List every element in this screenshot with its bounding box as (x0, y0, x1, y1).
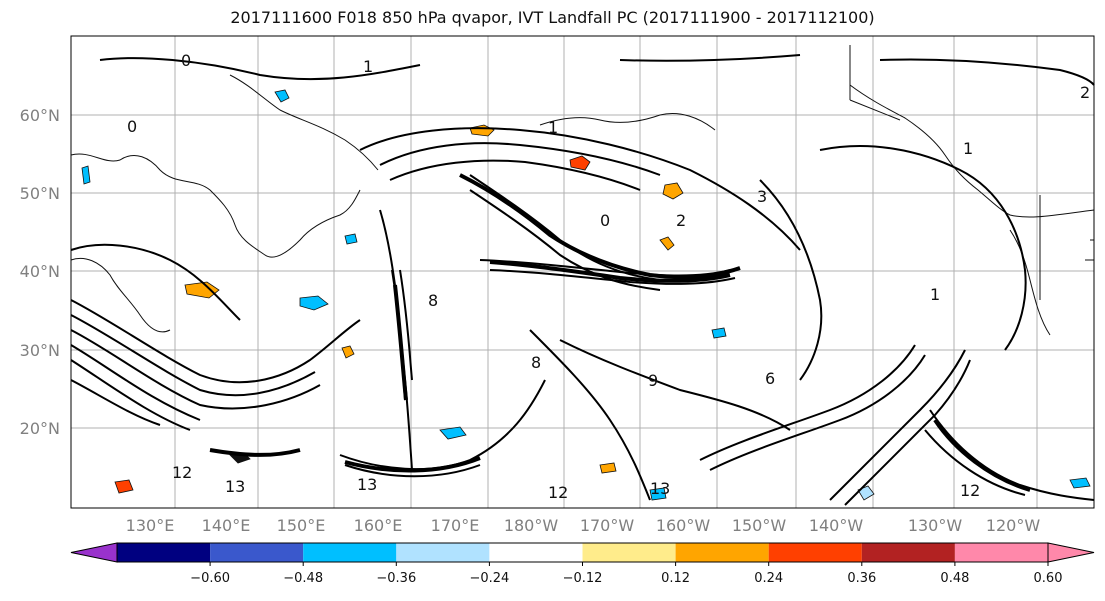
colorbar: −0.60 −0.48 −0.36 −0.24 −0.12 0.12 0.24 0.36 0.4… (70, 542, 1095, 586)
lat-tick-label: 50°N (20, 184, 60, 203)
contour-label: 3 (757, 187, 767, 206)
contour-label: 6 (765, 369, 775, 388)
lon-tick-label: 170°W (580, 516, 635, 535)
lon-tick-label: 180°W (504, 516, 559, 535)
colorbar-extend-high (1047, 542, 1095, 563)
contour-label: 12 (548, 483, 568, 502)
longitude-labels: 130°E 140°E 150°E 160°E 170°E 180°W 170°W 160°W… (126, 516, 1041, 535)
colorbar-segment (303, 543, 397, 562)
contour-label: 2 (676, 211, 686, 230)
contour-label: 0 (181, 51, 191, 70)
coastlines (70, 45, 1095, 336)
colorbar-tick-label: −0.24 (469, 571, 509, 586)
colorbar-tick-label: −0.36 (376, 571, 416, 586)
colorbar-segment (396, 543, 490, 562)
colorbar-tick-label: 0.36 (847, 571, 876, 586)
colorbar-segment (117, 543, 211, 562)
colorbar-segment (954, 543, 1048, 562)
lon-tick-label: 120°W (986, 516, 1041, 535)
contour-label: 9 (648, 371, 658, 390)
lat-tick-label: 30°N (20, 341, 60, 360)
colorbar-tick-label: 0.60 (1034, 571, 1063, 586)
colorbar-tick-label: 0.12 (661, 571, 690, 586)
gridlines (71, 36, 1094, 508)
contour-label: 8 (428, 291, 438, 310)
ivt-contours-bold (209, 173, 1031, 492)
contour-label: 1 (363, 57, 373, 76)
colorbar-segment (489, 543, 583, 562)
lon-tick-label: 130°W (908, 516, 963, 535)
lat-tick-label: 60°N (20, 106, 60, 125)
contour-label: 12 (960, 481, 980, 500)
contour-label: 2 (1080, 83, 1090, 102)
contour-label: 1 (963, 139, 973, 158)
colorbar-tick-label: 0.24 (754, 571, 783, 586)
contour-label: 12 (172, 463, 192, 482)
contour-label: 0 (600, 211, 610, 230)
lon-tick-label: 160°W (656, 516, 711, 535)
colorbar-segment (861, 543, 955, 562)
colorbar-tick-label: −0.60 (190, 571, 230, 586)
lon-tick-label: 160°E (354, 516, 403, 535)
contour-label: 13 (357, 475, 377, 494)
contour-label: 8 (531, 353, 541, 372)
lon-tick-label: 140°E (202, 516, 251, 535)
colorbar-segment (210, 543, 304, 562)
colorbar-tick-label: 0.48 (940, 571, 969, 586)
map-title: 2017111600 F018 850 hPa qvapor, IVT Land… (230, 8, 875, 27)
colorbar-tick-label: −0.12 (563, 571, 603, 586)
contour-label: 1 (548, 118, 558, 137)
lat-tick-label: 20°N (20, 419, 60, 438)
lon-tick-label: 150°W (732, 516, 787, 535)
contour-labels: 0 1 0 1 1 2 3 2 0 1 8 6 12 13 13 12 13 1… (127, 51, 1090, 502)
latitude-labels: 60°N 50°N 40°N 30°N 20°N (20, 106, 60, 438)
lon-tick-label: 140°W (809, 516, 864, 535)
lon-tick-label: 130°E (126, 516, 175, 535)
colorbar-tick-label: −0.48 (283, 571, 323, 586)
contour-label: 1 (930, 285, 940, 304)
map-frame (70, 35, 1095, 509)
lon-tick-label: 170°E (431, 516, 480, 535)
colorbar-segment (768, 543, 862, 562)
contour-label: 13 (225, 477, 245, 496)
colorbar-segment (582, 543, 676, 562)
lat-tick-label: 40°N (20, 262, 60, 281)
lon-tick-label: 150°E (277, 516, 326, 535)
contour-label: 0 (127, 117, 137, 136)
contour-label: 13 (650, 479, 670, 498)
colorbar-segment (675, 543, 769, 562)
colorbar-extend-low (70, 542, 118, 563)
